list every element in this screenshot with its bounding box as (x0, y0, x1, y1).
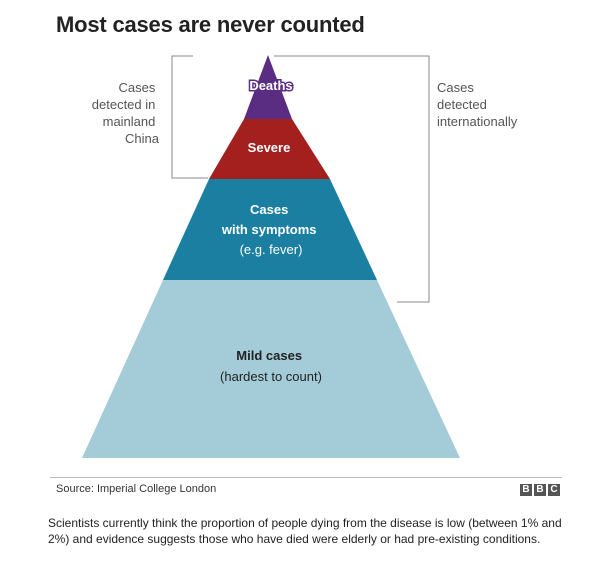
label-deaths: Deaths (249, 78, 292, 93)
label-severe: Severe (248, 140, 291, 155)
pyramid-diagram: Cases detected in mainland China Cases d… (0, 0, 595, 480)
bbc-logo-letter: B (520, 484, 532, 496)
annotation-left: Cases detected in mainland China (92, 80, 160, 146)
footer-divider (50, 477, 562, 478)
annotation-right: Cases detected internationally (437, 80, 518, 129)
bbc-logo-letter: C (548, 484, 560, 496)
bracket-left (172, 56, 208, 178)
bbc-logo-letter: B (534, 484, 546, 496)
bbc-logo: B B C (520, 484, 560, 496)
caption-text: Scientists currently think the proportio… (48, 515, 568, 547)
source-note: Source: Imperial College London (56, 483, 216, 495)
